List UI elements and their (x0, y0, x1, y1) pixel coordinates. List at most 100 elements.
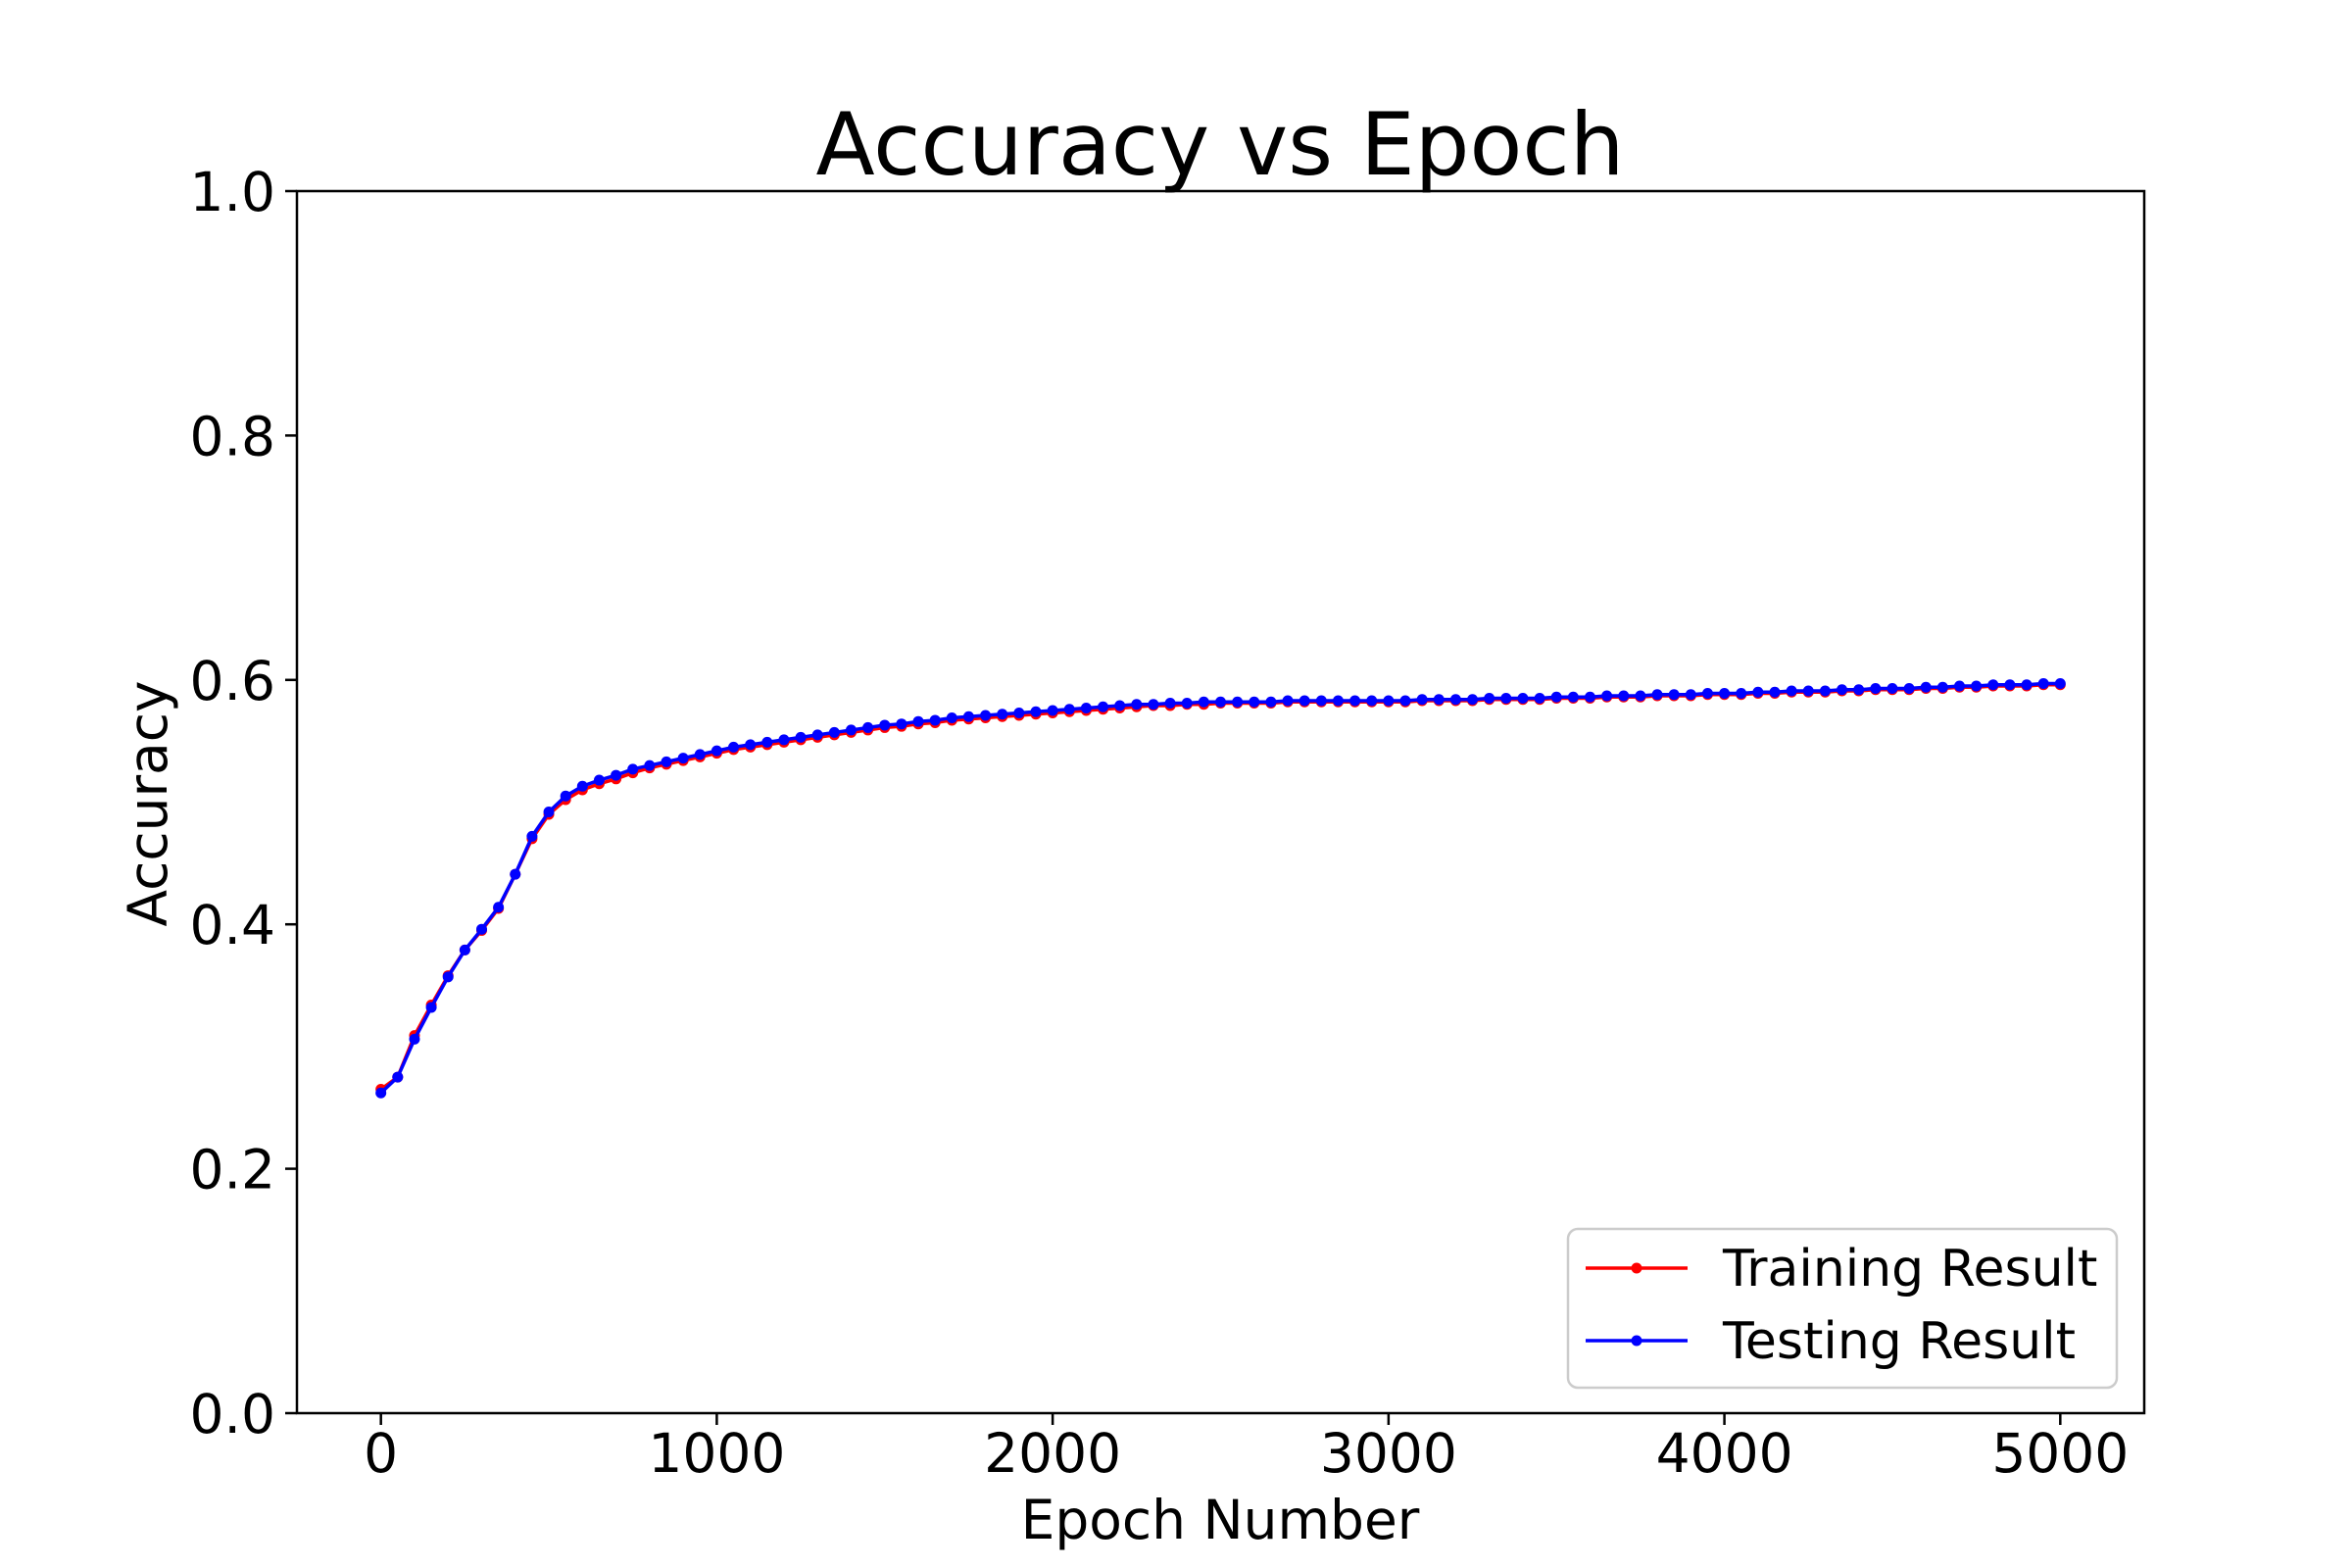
series-layer (375, 678, 2066, 1099)
data-point-testing-result (1752, 686, 1764, 698)
data-point-testing-result (896, 718, 907, 730)
data-point-testing-result (2004, 679, 2016, 691)
data-point-testing-result (1366, 695, 1378, 707)
data-point-testing-result (392, 1071, 404, 1083)
y-tick-label: 0.6 (190, 650, 275, 712)
data-point-testing-result (1063, 704, 1075, 715)
plot-frame (295, 189, 2146, 1415)
y-tick-label: 0.4 (190, 894, 275, 956)
data-point-testing-result (1198, 696, 1209, 708)
data-point-testing-result (879, 719, 891, 731)
data-point-testing-result (2037, 678, 2049, 690)
data-point-testing-result (1349, 695, 1361, 707)
data-point-testing-result (1148, 699, 1159, 710)
data-point-testing-result (1449, 694, 1461, 706)
data-point-testing-result (1534, 693, 1545, 705)
data-point-testing-result (1550, 691, 1562, 703)
y-tick-label: 0.8 (190, 405, 275, 467)
x-tick-label: 0 (364, 1422, 398, 1485)
legend-training-marker (1631, 1262, 1642, 1274)
x-tick-label: 4000 (1656, 1422, 1793, 1485)
data-point-testing-result (1433, 694, 1445, 706)
data-point-testing-result (1517, 693, 1529, 705)
data-point-testing-result (846, 724, 857, 736)
data-point-testing-result (1467, 694, 1479, 706)
data-point-testing-result (459, 944, 470, 956)
series-testing-result (375, 678, 2066, 1099)
data-point-testing-result (1886, 683, 1898, 695)
data-point-testing-result (1080, 702, 1092, 713)
data-point-testing-result (1030, 706, 1042, 717)
x-tick-label: 3000 (1320, 1422, 1457, 1485)
data-point-testing-result (425, 1002, 437, 1013)
data-point-testing-result (1500, 693, 1512, 705)
data-point-testing-result (644, 760, 656, 771)
data-point-testing-result (1601, 690, 1613, 702)
data-point-testing-result (929, 714, 941, 726)
y-tick-label: 0.2 (190, 1139, 275, 1201)
data-point-testing-result (1719, 688, 1731, 700)
data-point-testing-result (1383, 695, 1395, 707)
data-point-testing-result (493, 902, 505, 913)
data-point-testing-result (526, 830, 538, 842)
data-point-testing-result (1131, 699, 1143, 710)
data-point-testing-result (694, 749, 706, 760)
y-axis-label: Accuracy (117, 680, 179, 926)
data-point-testing-result (946, 711, 957, 723)
data-point-testing-result (510, 868, 521, 880)
data-point-testing-result (677, 753, 689, 764)
data-point-testing-result (862, 721, 874, 733)
data-point-testing-result (1164, 697, 1176, 709)
data-point-testing-result (795, 731, 807, 743)
data-point-testing-result (1249, 696, 1260, 708)
data-point-testing-result (1315, 695, 1327, 707)
x-axis-label: Epoch Number (1021, 1489, 1420, 1551)
data-point-testing-result (1685, 689, 1696, 701)
data-point-testing-result (375, 1087, 387, 1099)
x-tick-label: 1000 (648, 1422, 785, 1485)
data-point-testing-result (2054, 678, 2066, 690)
data-point-testing-result (661, 756, 672, 767)
data-point-testing-result (1870, 683, 1882, 695)
y-tick-label: 1.0 (190, 161, 275, 223)
data-point-testing-result (1181, 697, 1193, 709)
data-point-testing-result (627, 763, 639, 775)
legend-frame (1566, 1227, 2119, 1390)
data-point-testing-result (1936, 681, 1948, 693)
data-point-testing-result (980, 710, 992, 721)
data-point-testing-result (1114, 700, 1126, 711)
data-point-testing-result (1098, 701, 1109, 712)
legend-testing-label: Testing Result (1722, 1312, 2076, 1371)
data-point-testing-result (710, 745, 722, 757)
data-point-testing-result (1232, 696, 1244, 708)
data-point-testing-result (2021, 679, 2033, 691)
data-point-testing-result (611, 769, 622, 781)
legend-testing-marker (1631, 1335, 1642, 1347)
data-point-testing-result (828, 726, 840, 738)
data-point-testing-result (1047, 705, 1058, 716)
data-point-testing-result (1332, 695, 1344, 707)
legend-training-label: Training Result (1722, 1240, 2097, 1298)
data-point-testing-result (761, 736, 773, 748)
data-point-testing-result (1484, 693, 1495, 705)
data-point-testing-result (576, 780, 588, 792)
data-point-testing-result (1903, 683, 1915, 695)
data-point-testing-result (962, 710, 974, 722)
data-point-testing-result (912, 715, 924, 727)
data-point-testing-result (1736, 688, 1747, 700)
data-point-testing-result (1635, 690, 1646, 702)
data-point-testing-result (1954, 680, 1965, 692)
data-point-testing-result (745, 739, 757, 751)
data-point-testing-result (1769, 686, 1781, 698)
data-point-testing-result (1215, 696, 1226, 708)
data-point-testing-result (442, 971, 454, 983)
data-point-testing-result (1802, 685, 1814, 697)
data-point-testing-result (1819, 685, 1831, 697)
data-point-testing-result (778, 734, 790, 746)
axis-ticks: 0 1000 2000 3000 4000 5000 0.0 0.2 0.4 0.6 0.8 1.0 (190, 161, 2130, 1485)
data-point-testing-result (1265, 696, 1277, 708)
data-point-testing-result (728, 741, 740, 753)
y-tick-label: 0.0 (190, 1383, 275, 1446)
data-point-testing-result (1786, 685, 1797, 697)
